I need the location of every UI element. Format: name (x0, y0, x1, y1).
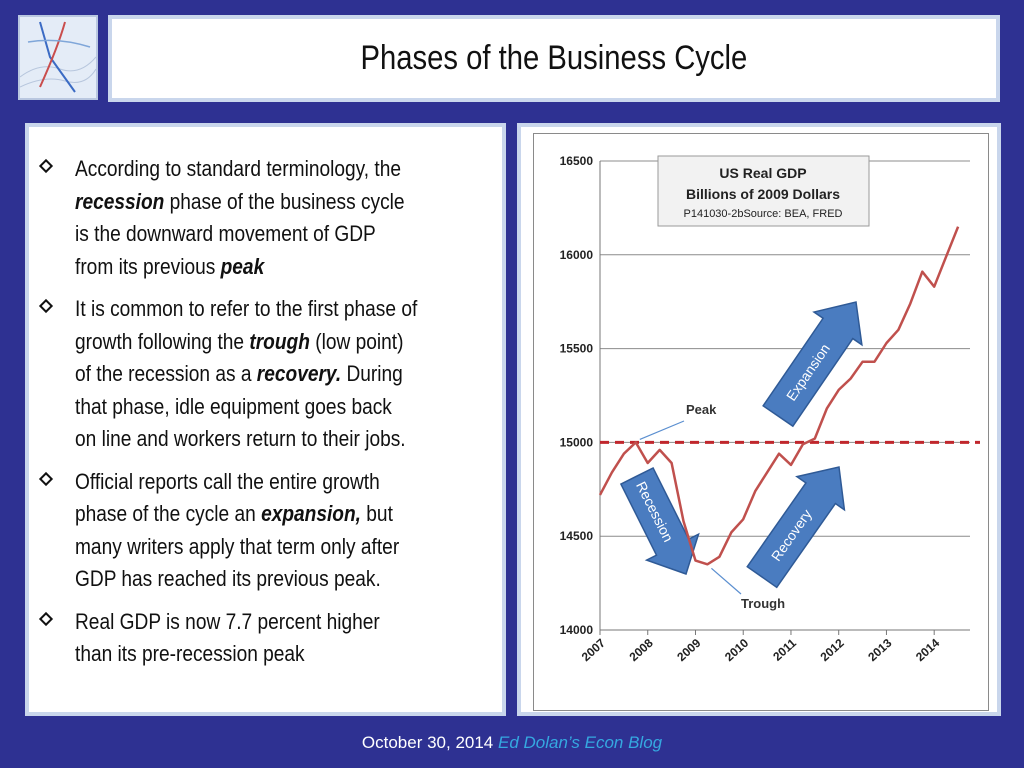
bullet-line: many writers apply that term only after (75, 531, 438, 564)
slide-title: Phases of the Business Cycle (360, 39, 748, 77)
y-tick-label: 15000 (560, 435, 594, 449)
bullet-text-run: than its pre-recession peak (75, 641, 305, 666)
bullet-text-run: Real GDP is now 7.7 percent higher (75, 608, 380, 634)
y-tick-label: 14500 (560, 529, 594, 543)
bullet-emphasis: trough (249, 328, 310, 354)
bullet-emphasis: recession (75, 188, 165, 214)
bullet-text-run: growth following the (75, 328, 250, 354)
diamond-bullet-icon (38, 611, 54, 626)
bullet-line: is the downward movement of GDP (75, 218, 438, 251)
chart-source: P141030-2bSource: BEA, FRED (684, 208, 843, 220)
x-tick-label: 2013 (865, 636, 894, 664)
bullet-line: GDP has reached its previous peak. (75, 563, 438, 596)
bullet-text-run: is the downward movement of GDP (75, 221, 376, 246)
bullet-text-run: It is common to refer to the first phase… (75, 296, 418, 321)
chart-panel: 14000 14500 15000 15500 16000 16500 2007 2008 20… (517, 123, 1001, 716)
x-tick-label: 2012 (818, 636, 847, 664)
bullet-emphasis: expansion, (261, 501, 361, 526)
bullet-line: Official reports call the entire growth (75, 466, 438, 499)
diamond-bullet-icon (38, 298, 54, 314)
trough-pointer (711, 567, 742, 595)
bullet-text-run: that phase, idle equipment goes back (75, 393, 392, 419)
bullet-text-run: of the recession as a (75, 361, 257, 386)
x-tick-label: 2010 (722, 636, 751, 664)
bullet-text-run: phase of the cycle an (75, 501, 262, 526)
bullet-text-run: phase of the business cycle (164, 188, 405, 214)
peak-annotation: Peak (686, 402, 717, 417)
bullet-line: on line and workers return to their jobs… (75, 423, 438, 456)
chart-title: US Real GDP (719, 165, 806, 181)
y-tick-label: 16500 (560, 154, 594, 168)
diamond-bullet-icon (38, 471, 54, 486)
bullet-text-run: from its previous (75, 253, 221, 279)
bullet-line: from its previous peak (75, 251, 438, 284)
bullet-item: Official reports call the entire growth p… (29, 466, 502, 596)
bullet-text-run: Official reports call the entire growth (75, 468, 380, 494)
bullet-item: According to standard terminology, the re… (29, 153, 502, 283)
bullet-text-run: but (360, 501, 393, 526)
footer-blog-name: Ed Dolan’s Econ Blog (497, 733, 663, 752)
bullet-text-run: GDP has reached its previous peak. (75, 566, 381, 591)
gdp-series-line (598, 226, 960, 566)
logo-graphic (20, 17, 96, 98)
gdp-chart: 14000 14500 15000 15500 16000 16500 2007 2008 20… (560, 154, 980, 664)
bullet-text-run: many writers apply that term only after (75, 533, 400, 559)
bullet-line: phase of the cycle an expansion, but (75, 498, 438, 531)
bullet-emphasis: peak (220, 253, 265, 279)
logo-image (18, 15, 98, 100)
bullet-line: of the recession as a recovery. During (75, 358, 438, 391)
recovery-arrow (746, 466, 846, 589)
diamond-bullet-icon (38, 158, 54, 174)
footer-date: October 30, 2014 (361, 733, 498, 752)
x-tick-label: 2007 (579, 636, 608, 664)
trough-annotation: Trough (741, 596, 785, 611)
text-panel: According to standard terminology, the re… (25, 123, 506, 716)
expansion-arrow (762, 301, 863, 428)
bullet-text-run: (low point) (309, 328, 404, 354)
bullet-line: Real GDP is now 7.7 percent higher (75, 606, 438, 639)
title-box: Phases of the Business Cycle (108, 15, 1000, 102)
bullet-item: Real GDP is now 7.7 percent higher than i… (29, 606, 502, 671)
x-tick-label: 2008 (627, 636, 656, 664)
y-tick-label: 16000 (560, 248, 594, 262)
bullet-line: than its pre-recession peak (75, 638, 438, 671)
bullet-item: It is common to refer to the first phase… (29, 293, 502, 456)
x-tick-label: 2014 (913, 636, 942, 664)
bullet-text-run: on line and workers return to their jobs… (75, 426, 406, 451)
peak-pointer (639, 420, 685, 440)
bullet-line: that phase, idle equipment goes back (75, 391, 438, 424)
bullet-list: According to standard terminology, the re… (29, 127, 502, 671)
bullet-line: growth following the trough (low point) (75, 326, 438, 359)
chart-frame: 14000 14500 15000 15500 16000 16500 2007 2008 20… (533, 133, 989, 711)
y-tick-label: 15500 (560, 342, 594, 356)
bullet-emphasis: recovery. (256, 361, 342, 386)
chart-title-box (657, 155, 870, 227)
bullet-line: recession phase of the business cycle (75, 186, 438, 219)
bullet-text-run: During (341, 361, 403, 386)
bullet-text-run: According to standard terminology, the (75, 156, 402, 181)
chart-subtitle: Billions of 2009 Dollars (686, 186, 840, 202)
y-tick-label: 14000 (560, 623, 594, 637)
footer: October 30, 2014 Ed Dolan’s Econ Blog (0, 733, 1024, 753)
bullet-line: According to standard terminology, the (75, 153, 438, 186)
x-tick-label: 2009 (674, 636, 703, 664)
x-tick-label: 2011 (770, 636, 799, 664)
bullet-line: It is common to refer to the first phase… (75, 293, 438, 326)
